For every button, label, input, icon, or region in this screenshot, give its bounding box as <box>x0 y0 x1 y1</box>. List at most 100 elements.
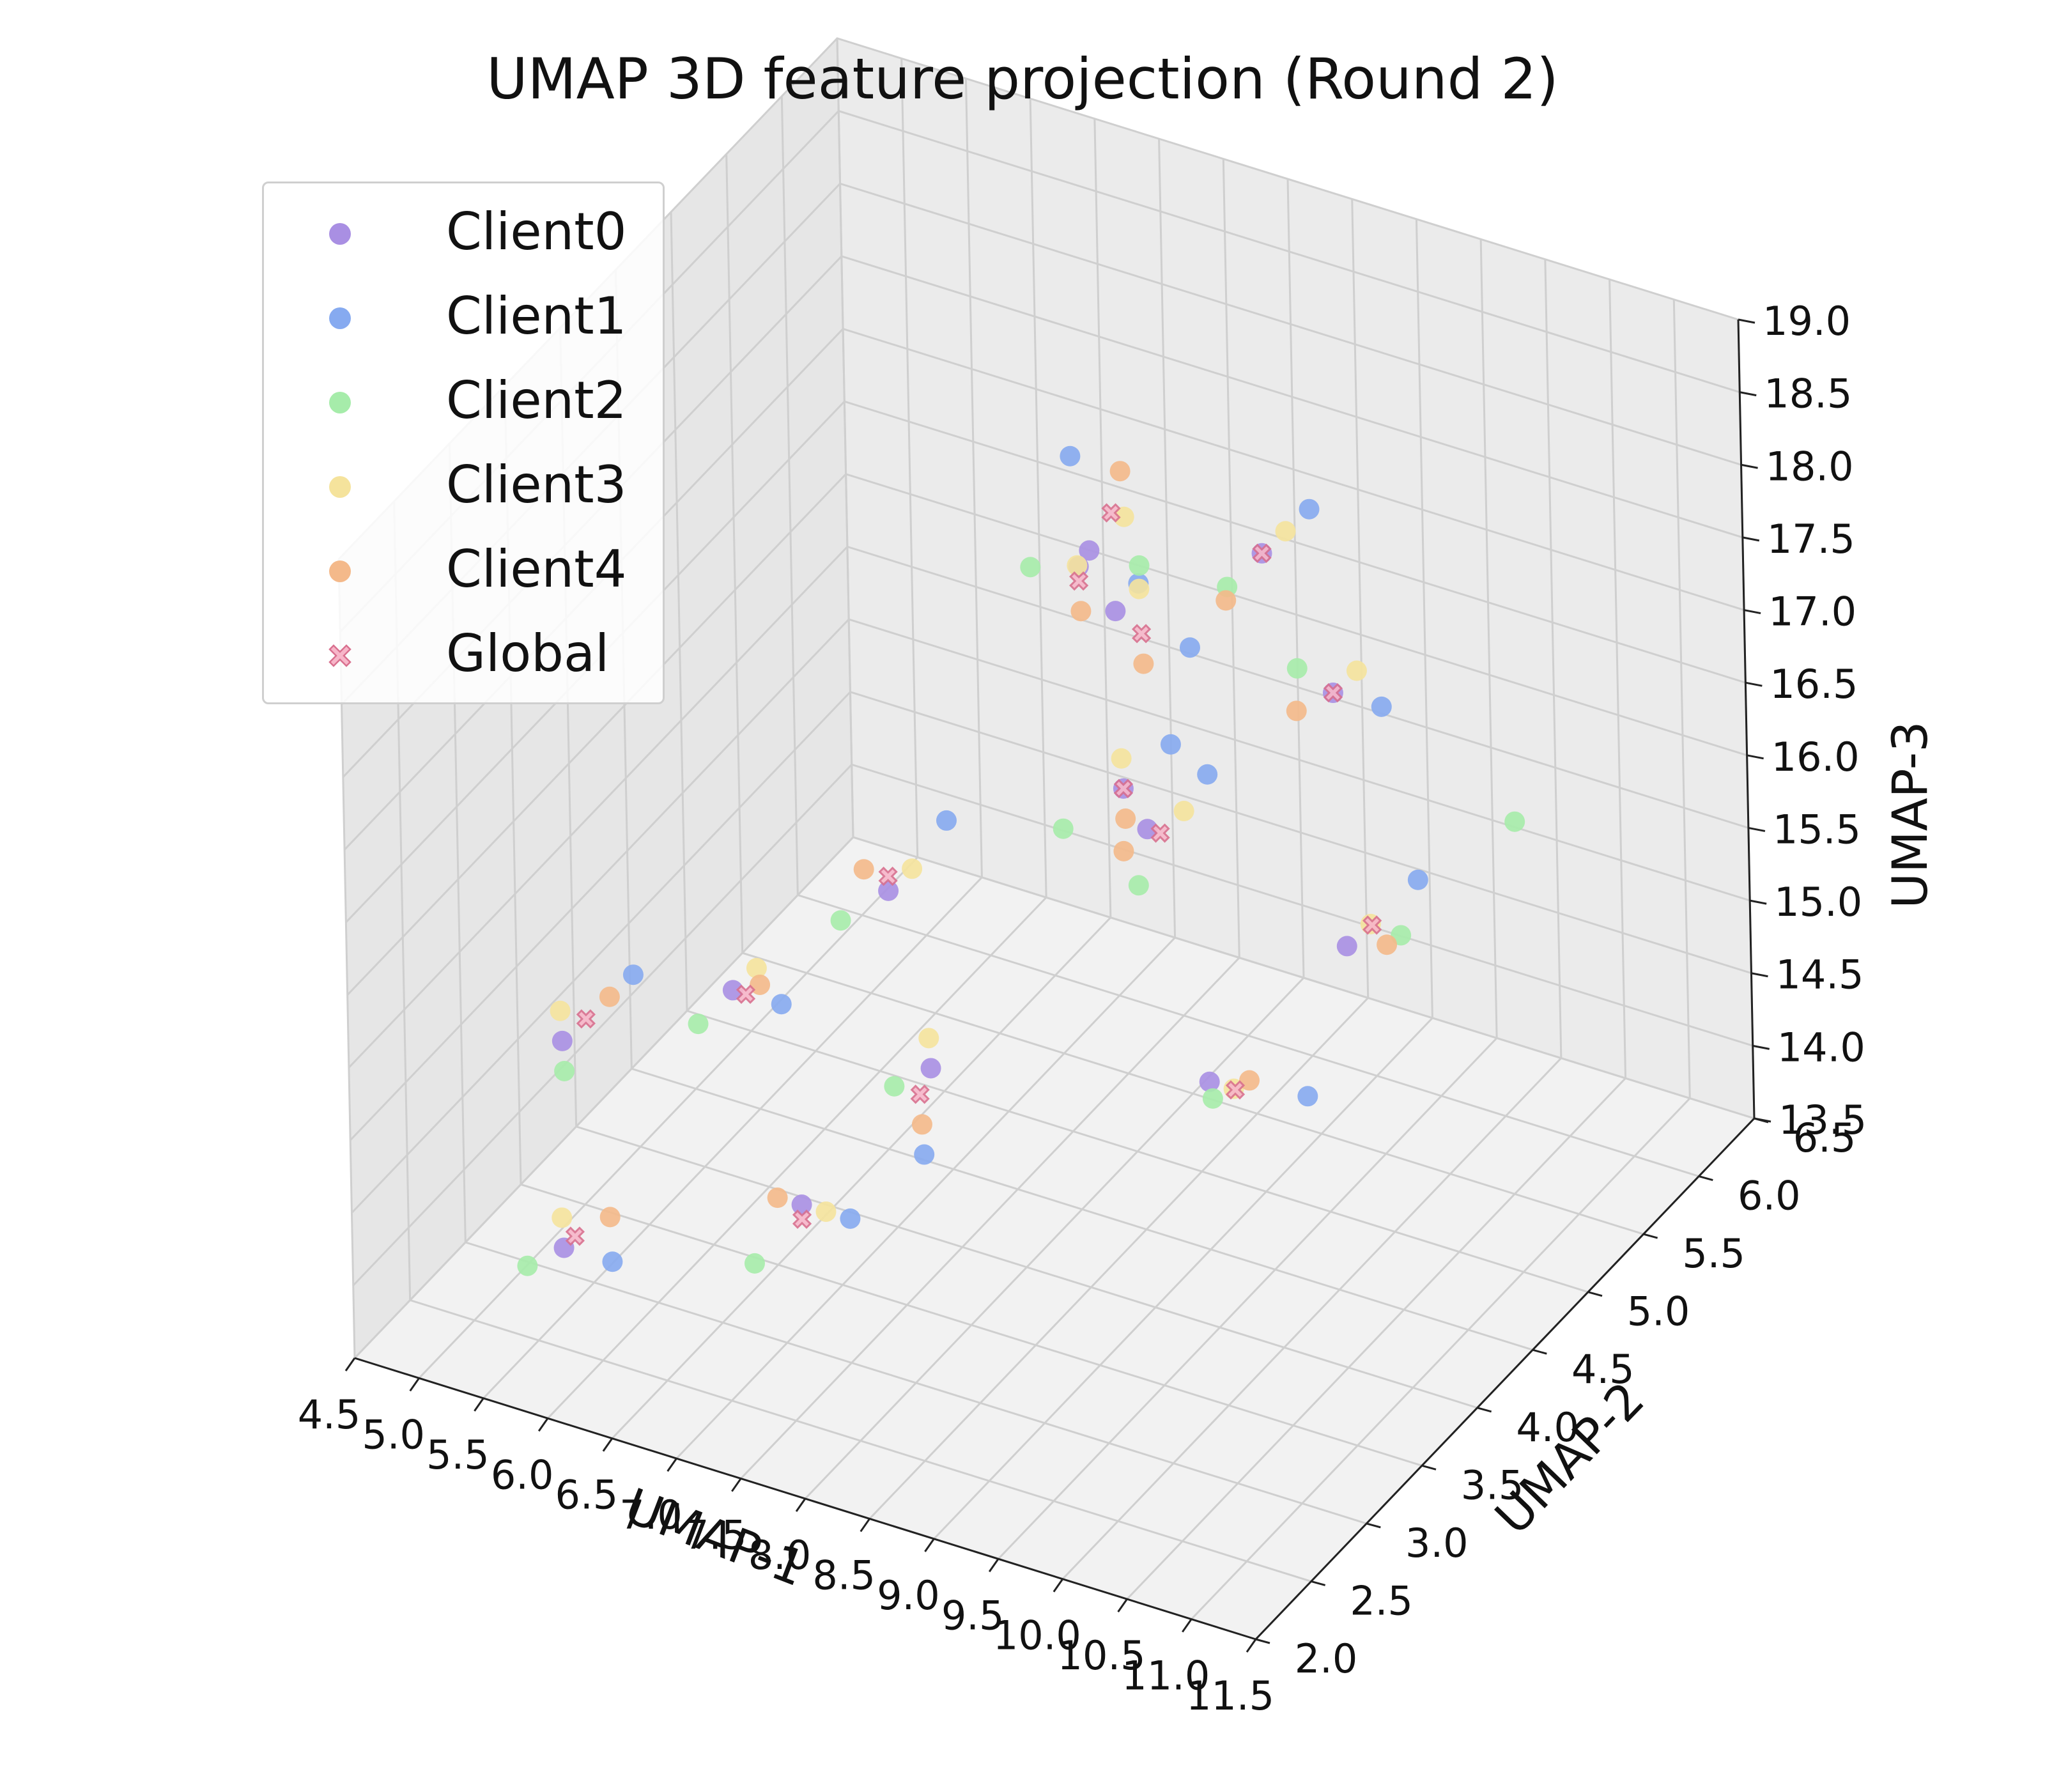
data-point-client3 <box>550 1000 571 1021</box>
data-point-global <box>1150 823 1170 843</box>
data-point-client2 <box>1202 1088 1223 1109</box>
x-tick-label: 5.0 <box>362 1411 425 1458</box>
data-point-client1 <box>1371 696 1392 717</box>
data-point-client4 <box>911 1114 932 1135</box>
x-tick-label: 4.5 <box>298 1391 361 1438</box>
y-tick-mark <box>1532 1348 1547 1355</box>
x-tick-mark <box>474 1397 484 1412</box>
data-point-client0 <box>878 880 899 901</box>
data-point-client4 <box>1070 601 1092 622</box>
y-axis-line <box>1254 1117 1756 1641</box>
legend: Client0 Client1 Client2 Client3 Client4 Globa… <box>262 182 665 704</box>
z-tick-label: 16.0 <box>1771 734 1860 780</box>
y-tick-mark <box>1366 1522 1381 1529</box>
x-tick-mark <box>667 1458 677 1472</box>
x-tick-label: 11.5 <box>1186 1672 1274 1719</box>
x-tick-mark <box>988 1558 999 1573</box>
data-point-client2 <box>1020 557 1041 578</box>
data-point-client3 <box>1275 521 1296 542</box>
legend-item-client0: Client0 <box>264 196 663 273</box>
x-tick-mark <box>924 1538 935 1552</box>
data-point-client2 <box>830 910 851 931</box>
data-point-client2 <box>688 1014 709 1035</box>
x-tick-label: 10.0 <box>993 1612 1081 1659</box>
data-point-global <box>1101 503 1121 523</box>
data-point-client3 <box>1067 555 1088 576</box>
data-point-global <box>910 1085 930 1104</box>
data-point-client3 <box>918 1028 939 1049</box>
data-point-client3 <box>1113 506 1134 527</box>
data-point-global <box>1113 778 1134 799</box>
data-point-client1 <box>602 1251 623 1272</box>
data-point-client2 <box>1128 875 1149 896</box>
z-tick-mark <box>1743 609 1761 615</box>
data-point-client1 <box>1160 734 1181 755</box>
x-tick-label: 6.0 <box>491 1451 554 1498</box>
x-tick-mark <box>731 1478 742 1492</box>
z-axis-label: UMAP-3 <box>1881 721 1938 908</box>
data-point-client1 <box>840 1208 861 1229</box>
chart-title: UMAP 3D feature projection (Round 2) <box>486 46 1559 112</box>
data-point-client0 <box>1199 1071 1220 1092</box>
z-tick-label: 14.5 <box>1775 952 1864 998</box>
data-point-client3 <box>552 1207 573 1228</box>
z-grid-line <box>346 473 1748 996</box>
data-point-client2 <box>1129 555 1150 576</box>
data-point-global <box>1132 624 1152 644</box>
data-point-client2 <box>517 1255 538 1276</box>
z-grid-line <box>350 618 1750 1141</box>
y-tick-label: 5.0 <box>1627 1288 1690 1335</box>
data-point-client1 <box>622 964 644 985</box>
y-tick-mark <box>1698 1175 1713 1182</box>
data-point-client2 <box>554 1060 575 1081</box>
data-point-client0 <box>920 1058 941 1079</box>
data-point-global <box>565 1226 585 1246</box>
z-tick-mark <box>1747 754 1764 760</box>
legend-item-client1: Client1 <box>264 281 663 357</box>
grid-lines <box>337 37 1756 1641</box>
x-tick-label: 8.5 <box>812 1552 876 1598</box>
y-tick-label: 4.5 <box>1571 1346 1635 1393</box>
z-tick-label: 19.0 <box>1763 298 1851 344</box>
z-tick-mark <box>1739 391 1757 397</box>
circle-marker-icon <box>329 392 351 413</box>
z-tick-label: 15.0 <box>1774 879 1862 925</box>
x-tick-mark <box>1182 1618 1192 1633</box>
data-point-client1 <box>771 994 792 1015</box>
z-grid-line <box>352 763 1754 1286</box>
data-point-client3 <box>902 858 923 879</box>
legend-label: Client1 <box>446 286 627 346</box>
z-grid-line <box>351 691 1752 1214</box>
y-tick-mark <box>1255 1638 1270 1644</box>
data-point-client0 <box>1079 540 1100 561</box>
data-point-client3 <box>1346 660 1367 681</box>
tick-labels: 4.5 5.0 5.5 6.0 6.5 7.0 7.5 8.0 8.5 9.0 9.510.010.… <box>298 298 1867 1719</box>
data-point-client0 <box>1137 819 1158 840</box>
data-point-client0 <box>1336 936 1357 957</box>
y-tick-mark <box>1311 1580 1326 1586</box>
y-tick-label: 6.5 <box>1793 1115 1856 1161</box>
legend-label: Client2 <box>446 371 627 430</box>
data-point-client2 <box>1504 811 1525 832</box>
data-point-client1 <box>936 810 957 831</box>
y-tick-label: 5.5 <box>1682 1230 1745 1277</box>
z-tick-mark <box>1754 1117 1771 1123</box>
data-point-client4 <box>1115 808 1136 830</box>
y-tick-mark <box>1587 1291 1603 1297</box>
z-tick-label: 18.5 <box>1764 371 1852 417</box>
data-point-global <box>1069 571 1089 591</box>
y-tick-label: 3.5 <box>1461 1462 1524 1508</box>
z-tick-label: 16.5 <box>1770 661 1858 707</box>
x-tick-label: 7.0 <box>619 1492 683 1538</box>
x-tick-mark <box>860 1518 870 1533</box>
x-tick-label: 9.0 <box>877 1572 940 1619</box>
legend-item-client3: Client3 <box>264 449 663 526</box>
data-point-client1 <box>914 1144 935 1165</box>
data-point-client0 <box>1105 601 1126 622</box>
legend-label: Client0 <box>446 202 627 261</box>
data-point-client1 <box>1297 1086 1318 1107</box>
x-tick-mark <box>1117 1598 1128 1613</box>
data-point-client2 <box>744 1253 765 1274</box>
x-tick-label: 7.5 <box>684 1512 747 1559</box>
x-tick-mark <box>409 1377 420 1392</box>
